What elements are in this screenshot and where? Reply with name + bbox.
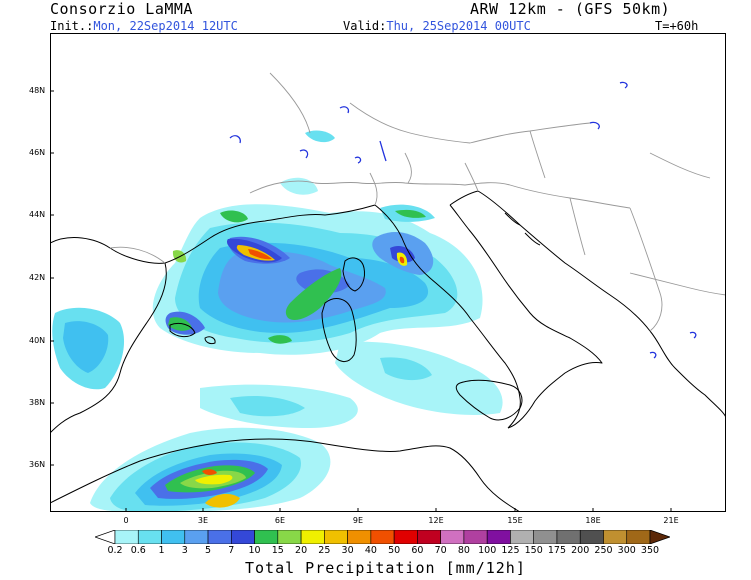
colorbar-level-label: 20 <box>295 545 308 556</box>
lat-label: 48N <box>29 86 46 95</box>
valid-label: Valid: <box>343 19 387 33</box>
colorbar-level-label: 60 <box>411 545 424 556</box>
forecast-step: T=+60h <box>655 19 699 33</box>
colorbar-swatch <box>114 530 139 544</box>
lat-label: 44N <box>29 210 46 219</box>
colorbar-swatch <box>184 530 209 544</box>
lon-label: 6E <box>274 516 286 525</box>
colorbar-swatch <box>463 530 488 544</box>
colorbar-swatch <box>137 530 162 544</box>
colorbar-level-label: 1 <box>158 545 165 556</box>
colorbar-level-label: 5 <box>205 545 212 556</box>
precip-field <box>52 130 503 512</box>
colorbar-level-label: 200 <box>571 545 590 556</box>
colorbar <box>95 530 670 544</box>
colorbar-swatch <box>579 530 604 544</box>
lat-label: 36N <box>29 460 46 469</box>
map-frame <box>50 33 726 512</box>
colorbar-level-label: 350 <box>640 545 660 556</box>
colorbar-level-label: 7 <box>228 545 235 556</box>
colorbar-swatch <box>277 530 302 544</box>
colorbar-swatch <box>533 530 558 544</box>
lon-label: 3E <box>197 516 209 525</box>
colorbar-level-label: 125 <box>501 545 520 556</box>
colorbar-level-label: 100 <box>478 545 497 556</box>
country-borders <box>109 72 726 332</box>
colorbar-level-label: 0.2 <box>107 545 123 556</box>
colorbar-swatch <box>417 530 441 544</box>
colorbar-level-label: 300 <box>617 545 636 556</box>
colorbar-swatch <box>603 530 628 544</box>
colorbar-swatch <box>393 530 418 544</box>
init-label: Init.: <box>50 19 94 33</box>
colorbar-swatch <box>161 530 186 544</box>
lon-label: 15E <box>507 516 523 525</box>
lon-label: 9E <box>352 516 364 525</box>
lakes <box>229 81 697 359</box>
colorbar-level-label: 70 <box>434 545 447 556</box>
colorbar-swatch <box>510 530 534 544</box>
init-time: Init.:Mon, 22Sep2014 12UTC <box>50 19 238 33</box>
model-title: ARW 12km - (GFS 50km) <box>470 0 671 18</box>
lon-label: 18E <box>585 516 601 525</box>
lon-label: 21E <box>663 516 679 525</box>
colorbar-level-label: 250 <box>594 545 613 556</box>
colorbar-swatch <box>254 530 279 544</box>
init-value: Mon, 22Sep2014 12UTC <box>93 19 238 33</box>
colorbar-title: Total Precipitation [mm/12h] <box>245 559 526 577</box>
valid-value: Thu, 25Sep2014 00UTC <box>386 19 531 33</box>
colorbar-level-label: 80 <box>457 545 470 556</box>
colorbar-swatch <box>207 530 232 544</box>
colorbar-level-label: 50 <box>388 545 401 556</box>
lat-label: 40N <box>29 336 46 345</box>
producer-title: Consorzio LaMMA <box>50 0 193 18</box>
colorbar-swatch <box>300 530 325 544</box>
colorbar-level-label: 15 <box>271 545 284 556</box>
lat-label: 38N <box>29 398 46 407</box>
colorbar-swatch <box>486 530 511 544</box>
lat-label: 42N <box>29 273 46 282</box>
colorbar-swatch <box>370 530 395 544</box>
colorbar-swatch <box>556 530 581 544</box>
colorbar-low-triangle <box>95 530 116 544</box>
colorbar-level-label: 40 <box>364 545 377 556</box>
colorbar-high-triangle <box>649 530 670 544</box>
colorbar-swatch <box>347 530 372 544</box>
colorbar-level-label: 175 <box>547 545 567 556</box>
colorbar-level-label: 30 <box>341 545 354 556</box>
colorbar-level-label: 25 <box>318 545 331 556</box>
lat-label: 46N <box>29 148 46 157</box>
colorbar-swatch <box>324 530 348 544</box>
colorbar-swatch <box>626 530 651 544</box>
valid-time: Valid:Thu, 25Sep2014 00UTC <box>343 19 531 33</box>
coastlines <box>50 190 726 512</box>
lon-label: 12E <box>428 516 444 525</box>
colorbar-swatch <box>440 530 465 544</box>
colorbar-swatch <box>231 530 255 544</box>
lon-label: 0 <box>123 516 129 525</box>
colorbar-level-label: 3 <box>181 545 188 556</box>
precipitation-map <box>50 33 726 512</box>
colorbar-level-label: 10 <box>248 545 261 556</box>
colorbar-level-label: 0.6 <box>130 545 146 556</box>
colorbar-level-label: 150 <box>524 545 543 556</box>
